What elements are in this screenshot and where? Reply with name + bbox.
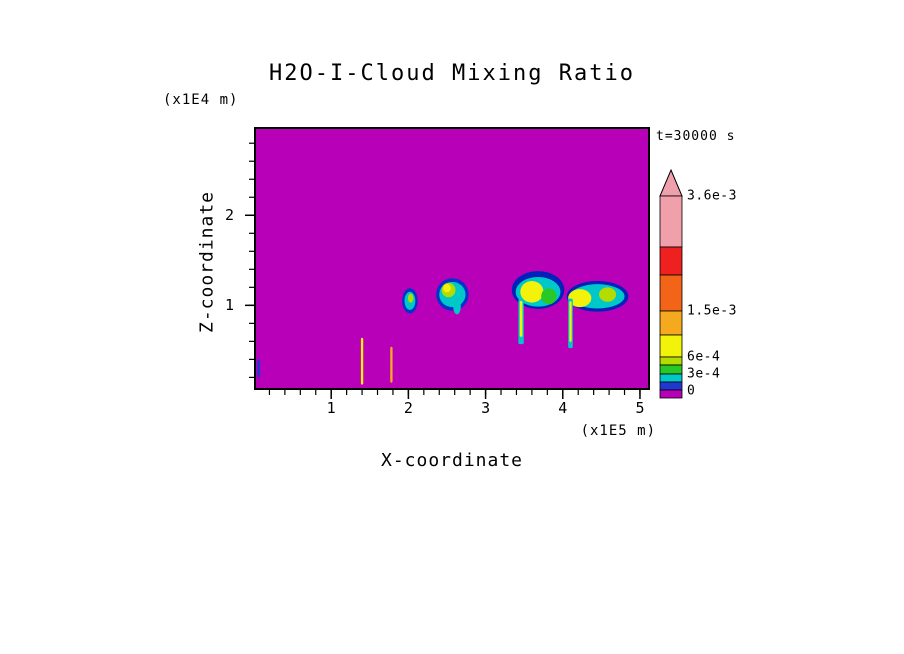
z-tick-label: 1: [224, 296, 234, 315]
x-tick-label: 2: [403, 399, 413, 417]
x-tick-label: 5: [635, 399, 645, 417]
colorbar-segment: [659, 195, 683, 248]
plot-border: [254, 127, 650, 390]
chart-title: H2O-I-Cloud Mixing Ratio: [269, 61, 635, 86]
x-tick-label: 4: [558, 399, 568, 417]
cloud-feature: [569, 301, 572, 342]
cloud-feature: [443, 284, 451, 293]
cloud-feature: [520, 281, 544, 303]
plot-field: [254, 127, 650, 390]
x-axis-label: X-coordinate: [380, 450, 524, 471]
colorbar-arrow: [659, 168, 683, 197]
x-tick-label: 1: [326, 399, 336, 417]
x-tick-label: 3: [481, 399, 491, 417]
colorbar: [659, 168, 683, 399]
z-tick-label: 2: [224, 206, 234, 225]
cloud-feature: [519, 300, 523, 337]
cloud-feature: [390, 346, 393, 383]
colorbar-label: 0: [687, 383, 696, 399]
cloud-feature: [541, 288, 557, 305]
z-axis-units: (x1E4 m): [163, 92, 239, 108]
colorbar-segment: [659, 246, 683, 276]
colorbar-label: 3e-4: [687, 366, 721, 382]
colorbar-segment: [659, 364, 683, 375]
colorbar-segment: [659, 389, 683, 399]
plot-area: [245, 127, 650, 399]
z-axis-label: Z-coordinate: [196, 190, 218, 334]
cloud-feature: [257, 359, 260, 378]
cloud-feature: [408, 293, 414, 303]
cloud-feature: [360, 337, 364, 385]
cloud-feature: [599, 287, 617, 302]
colorbar-segment: [659, 381, 683, 391]
colorbar-label: 6e-4: [687, 349, 721, 365]
colorbar-segment: [659, 310, 683, 336]
colorbar-segment: [659, 334, 683, 358]
colorbar-segment: [659, 274, 683, 312]
colorbar-segment: [659, 356, 683, 366]
time-label: t=30000 s: [656, 129, 736, 144]
colorbar-label: 1.5e-3: [687, 303, 737, 319]
cloud-feature: [568, 289, 592, 308]
cloud-feature: [453, 298, 461, 315]
colorbar-label: 3.6e-3: [687, 188, 737, 204]
colorbar-segment: [659, 373, 683, 383]
x-axis-units: (x1E5 m): [580, 423, 656, 439]
